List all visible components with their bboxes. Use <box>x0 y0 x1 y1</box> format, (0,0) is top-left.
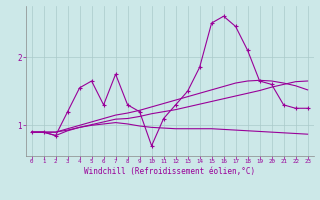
X-axis label: Windchill (Refroidissement éolien,°C): Windchill (Refroidissement éolien,°C) <box>84 167 255 176</box>
